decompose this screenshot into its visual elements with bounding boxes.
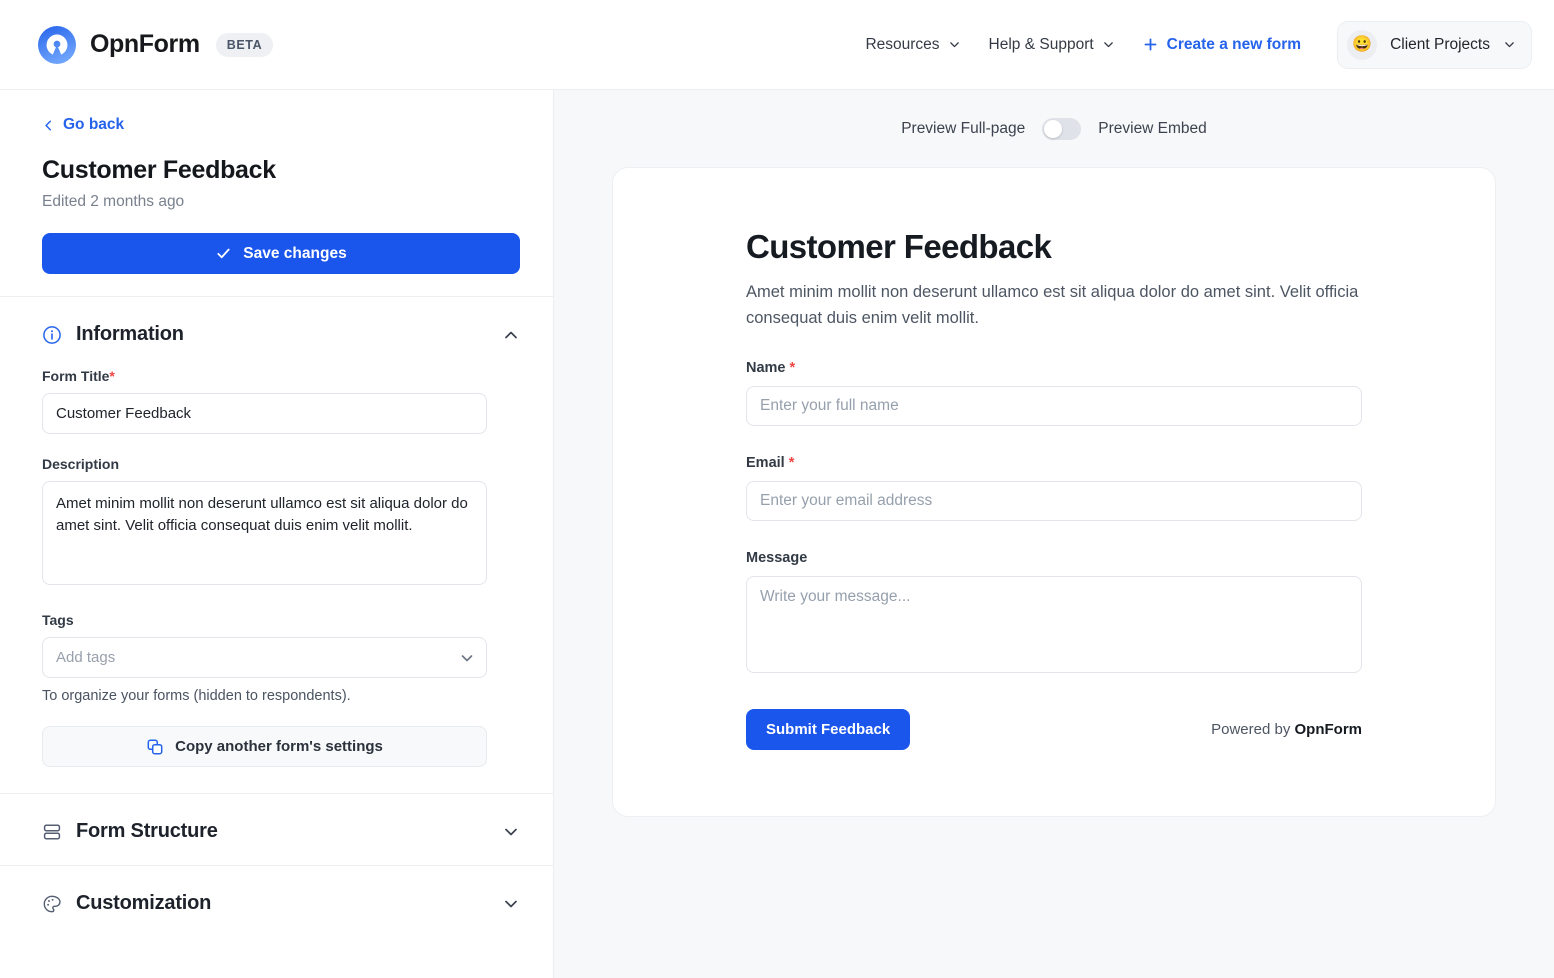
chevron-up-icon <box>505 331 517 338</box>
preview-name-label: Name * <box>746 360 1362 376</box>
powered-by-prefix: Powered by <box>1211 721 1295 739</box>
preview-email-label-text: Email <box>746 455 785 472</box>
nav-item-resources[interactable]: Resources <box>851 28 974 62</box>
preview-message-textarea[interactable] <box>746 576 1362 674</box>
brand-logo[interactable]: OpnForm BETA <box>38 25 274 64</box>
preview-mode-toggle-row: Preview Full-page Preview Embed <box>901 118 1207 140</box>
preview-email-input[interactable] <box>746 481 1362 522</box>
go-back-link[interactable]: Go back <box>42 116 124 134</box>
opnform-logo-icon <box>38 25 76 64</box>
tags-field-group: Tags Add tags To organize your forms (hi… <box>42 612 487 704</box>
form-preview-card: Customer Feedback Amet minim mollit non … <box>612 167 1496 818</box>
section-customization: Customization <box>0 865 553 937</box>
section-title: Form Structure <box>76 820 218 842</box>
preview-field-name: Name * <box>746 360 1362 427</box>
description-field-group: Description <box>42 456 487 590</box>
powered-by-brand: OpnForm <box>1294 721 1363 739</box>
required-marker: * <box>109 368 115 384</box>
chevron-down-icon <box>1103 42 1113 48</box>
last-edited-text: Edited 2 months ago <box>42 193 185 210</box>
preview-footer: Submit Feedback Powered by OpnForm <box>746 709 1362 751</box>
create-new-form-label: Create a new form <box>1166 35 1302 53</box>
submit-feedback-button[interactable]: Submit Feedback <box>746 709 911 751</box>
section-title: Information <box>76 323 184 345</box>
form-title-label-text: Form Title <box>42 368 110 384</box>
tags-select[interactable]: Add tags <box>42 637 487 678</box>
preview-email-label: Email * <box>746 455 1362 471</box>
tags-select-wrapper: Add tags <box>42 637 487 678</box>
palette-icon <box>43 895 61 912</box>
preview-name-input[interactable] <box>746 386 1362 427</box>
page-body: Go back Customer Feedback Edited 2 month… <box>0 90 1554 978</box>
preview-form-description: Amet minim mollit non deserunt ullamco e… <box>746 283 1359 327</box>
page-title: Customer Feedback <box>42 156 276 184</box>
description-textarea[interactable] <box>42 481 487 585</box>
preview-name-label-text: Name <box>746 360 786 377</box>
description-label: Description <box>42 456 120 472</box>
save-changes-label: Save changes <box>243 244 347 262</box>
account-switcher-button[interactable]: 😀 Client Projects <box>1337 20 1532 69</box>
preview-embed-label: Preview Embed <box>1098 120 1207 137</box>
nav-item-help-support[interactable]: Help & Support <box>975 28 1129 62</box>
copy-icon <box>147 739 163 754</box>
preview-form-title: Customer Feedback <box>746 228 1052 265</box>
preview-fullpage-label: Preview Full-page <box>901 120 1026 137</box>
create-new-form-button[interactable]: Create a new form <box>1129 28 1315 62</box>
account-name: Client Projects <box>1390 35 1490 53</box>
section-header-information[interactable]: Information <box>0 297 553 368</box>
tags-label: Tags <box>42 612 74 628</box>
save-changes-button[interactable]: Save changes <box>42 233 520 274</box>
section-body-information: Form Title* Description Tags Add tags <box>0 368 553 793</box>
info-circle-icon <box>43 325 61 344</box>
go-back-label: Go back <box>63 116 125 133</box>
preview-mode-toggle[interactable] <box>1042 118 1082 140</box>
tags-help-text: To organize your forms (hidden to respon… <box>42 688 351 704</box>
section-header-customization[interactable]: Customization <box>0 866 553 937</box>
required-marker: * <box>788 455 795 472</box>
rows-icon <box>43 824 61 839</box>
top-navigation-bar: OpnForm BETA Resources Help & Support <box>0 0 1554 90</box>
avatar: 😀 <box>1347 29 1378 60</box>
form-editor-sidebar: Go back Customer Feedback Edited 2 month… <box>0 90 554 978</box>
powered-by-text: Powered by OpnForm <box>1211 721 1362 738</box>
nav-item-label: Resources <box>865 35 940 53</box>
chevron-left-icon <box>45 120 52 130</box>
section-information: Information Form Title* Description <box>0 296 553 793</box>
section-form-structure: Form Structure <box>0 793 553 865</box>
toggle-knob <box>1044 120 1063 138</box>
check-icon <box>217 248 230 259</box>
chevron-down-icon <box>505 828 517 835</box>
preview-message-label: Message <box>746 550 808 567</box>
section-title: Customization <box>76 892 212 914</box>
preview-field-message: Message <box>746 550 1362 678</box>
main-nav: Resources Help & Support Create a new fo… <box>851 20 1532 69</box>
nav-item-label: Help & Support <box>988 35 1094 53</box>
form-title-field-group: Form Title* <box>42 368 487 434</box>
preview-panel: Preview Full-page Preview Embed Customer… <box>554 90 1554 978</box>
plus-icon <box>1144 38 1157 51</box>
section-header-form-structure[interactable]: Form Structure <box>0 794 553 865</box>
copy-form-settings-button[interactable]: Copy another form's settings <box>42 726 487 767</box>
form-title-input[interactable] <box>42 393 487 434</box>
chevron-down-icon <box>505 900 517 907</box>
sidebar-header: Go back Customer Feedback Edited 2 month… <box>0 90 553 296</box>
form-title-label: Form Title* <box>42 368 487 384</box>
copy-form-settings-label: Copy another form's settings <box>175 738 383 755</box>
chevron-down-icon <box>949 42 959 48</box>
brand-name: OpnForm <box>90 30 200 58</box>
required-marker: * <box>789 360 796 377</box>
beta-badge: BETA <box>215 32 274 57</box>
chevron-down-icon <box>1505 42 1514 48</box>
preview-field-email: Email * <box>746 455 1362 522</box>
